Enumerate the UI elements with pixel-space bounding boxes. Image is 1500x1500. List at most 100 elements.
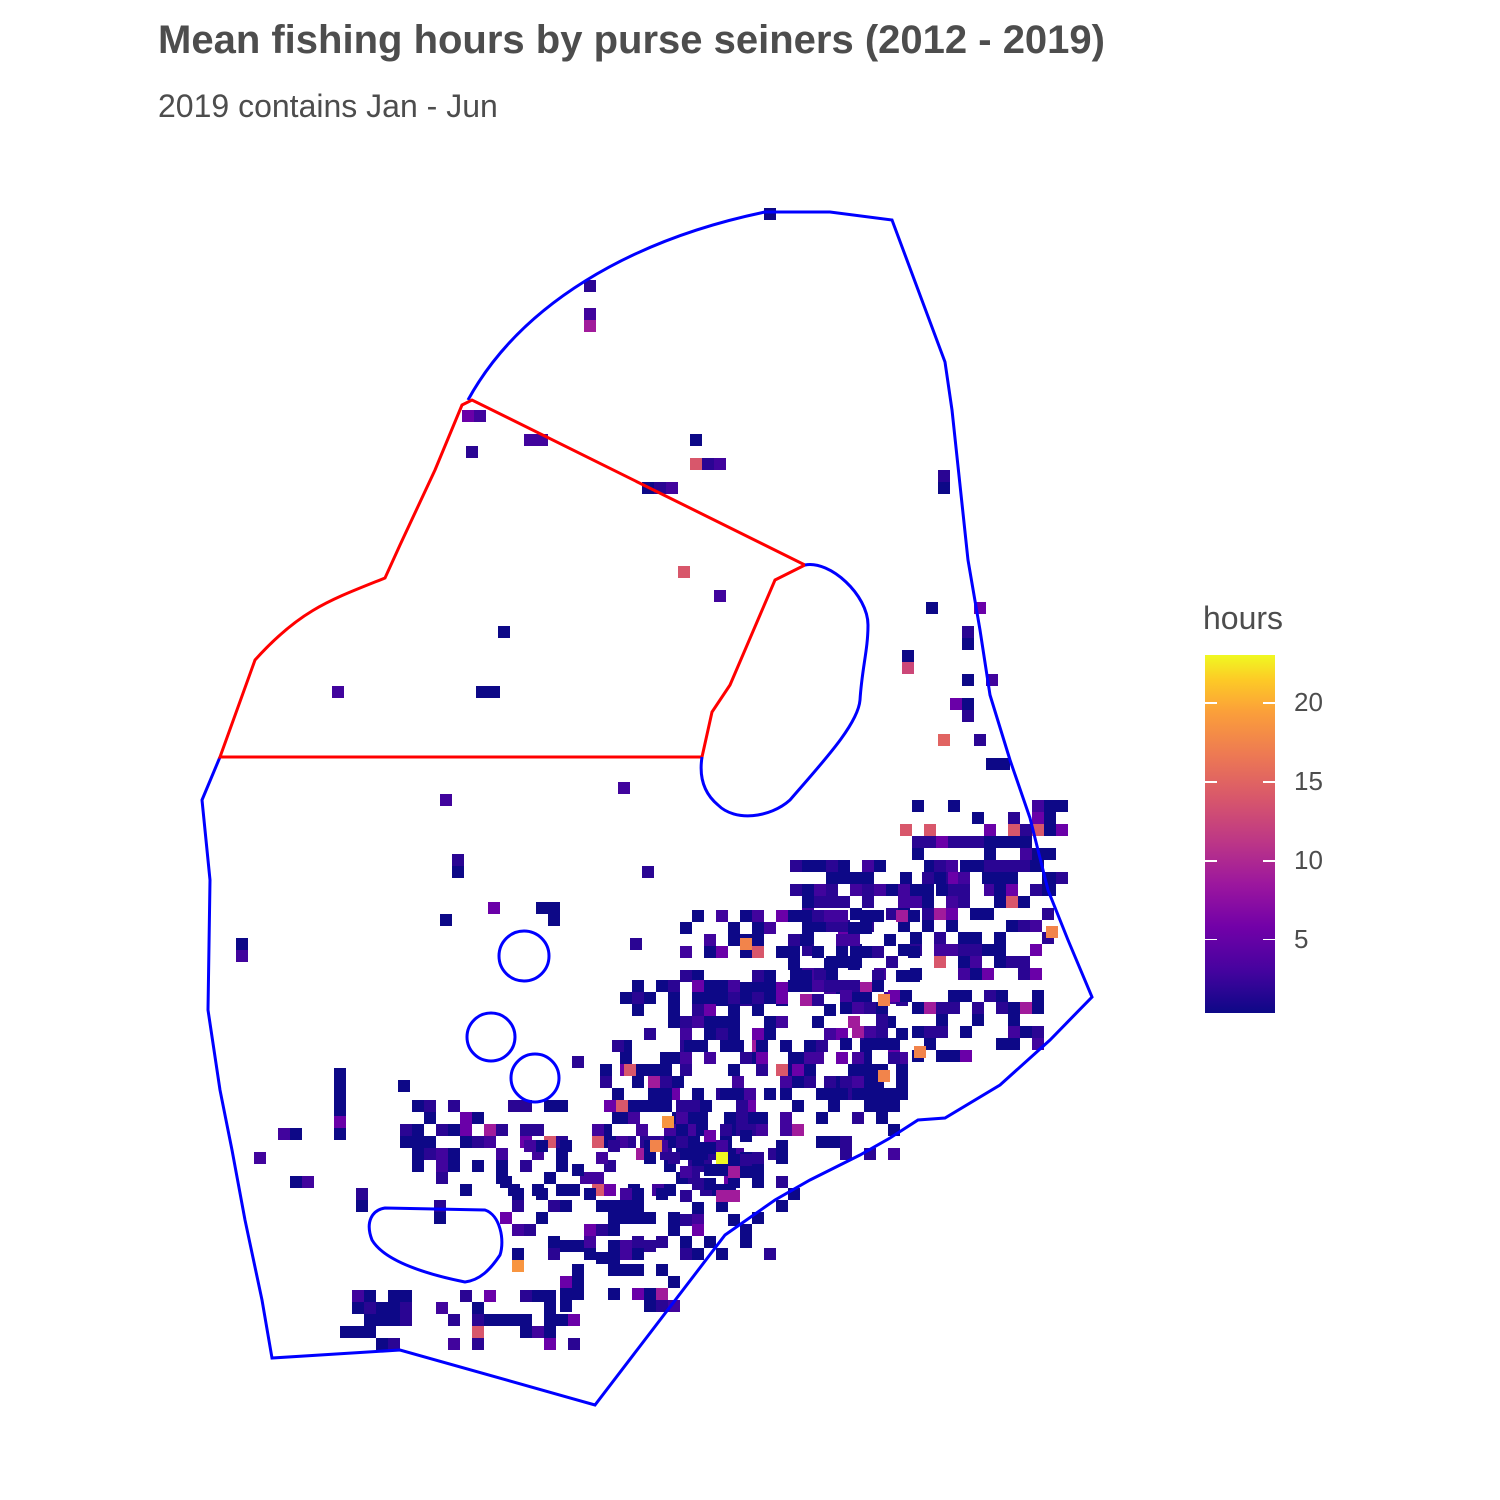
fishing-cell bbox=[254, 1152, 266, 1164]
fishing-cell bbox=[748, 1112, 760, 1124]
fishing-cell bbox=[752, 910, 764, 922]
fishing-cell bbox=[812, 946, 824, 958]
fishing-cell bbox=[838, 920, 850, 932]
fishing-cell bbox=[704, 1016, 716, 1028]
fishing-cell bbox=[948, 990, 960, 1002]
fishing-cell bbox=[716, 1200, 728, 1212]
fishing-cell bbox=[704, 1178, 716, 1190]
fishing-cell bbox=[496, 1124, 508, 1136]
fishing-cell bbox=[632, 1288, 644, 1300]
fishing-cell bbox=[1006, 956, 1018, 968]
fishing-cell bbox=[996, 990, 1008, 1002]
fishing-cell bbox=[720, 1088, 732, 1100]
fishing-cell bbox=[752, 1164, 764, 1176]
fishing-cell bbox=[662, 1116, 674, 1128]
fishing-cell bbox=[568, 1338, 580, 1350]
fishing-cell bbox=[788, 946, 800, 958]
fishing-cell bbox=[680, 1166, 692, 1178]
fishing-cell bbox=[802, 860, 814, 872]
legend-tick-mark bbox=[1205, 860, 1217, 862]
fishing-cell bbox=[850, 872, 862, 884]
fishing-cell bbox=[484, 1314, 496, 1326]
fishing-cell bbox=[986, 758, 998, 770]
fishing-cell bbox=[1020, 848, 1032, 860]
fishing-cell bbox=[926, 602, 938, 614]
fishing-cell bbox=[816, 1088, 828, 1100]
fishing-cell bbox=[972, 1002, 984, 1014]
fishing-cell bbox=[924, 860, 936, 872]
fishing-cell bbox=[958, 932, 970, 944]
fishing-cell bbox=[512, 1248, 524, 1260]
fishing-cell bbox=[684, 1040, 696, 1052]
fishing-cell bbox=[572, 1276, 584, 1288]
fishing-cell bbox=[424, 1100, 436, 1112]
fishing-cell bbox=[970, 908, 982, 920]
fishing-cell bbox=[800, 934, 812, 946]
fishing-cell bbox=[560, 1288, 572, 1300]
fishing-cell bbox=[780, 1076, 792, 1088]
fishing-cell bbox=[668, 1016, 680, 1028]
fishing-cell bbox=[984, 824, 996, 836]
fishing-cell bbox=[994, 884, 1006, 896]
fishing-cell bbox=[848, 980, 860, 992]
fishing-cell bbox=[922, 908, 934, 920]
fishing-cell bbox=[824, 1076, 836, 1088]
fishing-cell bbox=[970, 968, 982, 980]
fishing-cell bbox=[398, 1080, 410, 1092]
fishing-cell bbox=[600, 1076, 612, 1088]
fishing-cell bbox=[532, 1290, 544, 1302]
fishing-cell bbox=[692, 1154, 704, 1166]
fishing-cell bbox=[716, 1190, 728, 1202]
fishing-cell bbox=[448, 1148, 460, 1160]
fishing-cell bbox=[776, 1064, 788, 1076]
fishing-cell bbox=[632, 1188, 644, 1200]
fishing-cell bbox=[836, 946, 848, 958]
fishing-cell bbox=[584, 320, 596, 332]
fishing-cell bbox=[972, 836, 984, 848]
fishing-cell bbox=[852, 1088, 864, 1100]
legend-colorbar bbox=[1205, 655, 1275, 1013]
fishing-cell bbox=[876, 1038, 888, 1050]
fishing-cell bbox=[948, 800, 960, 812]
fishing-cell bbox=[692, 992, 704, 1004]
fishing-cell bbox=[934, 908, 946, 920]
fishing-cell bbox=[1044, 812, 1056, 824]
fishing-cell bbox=[852, 1026, 864, 1038]
fishing-cell bbox=[812, 980, 824, 992]
fishing-cell bbox=[388, 1314, 400, 1326]
fishing-cell bbox=[704, 992, 716, 1004]
fishing-cell bbox=[716, 1152, 728, 1164]
fishing-cell bbox=[584, 1224, 596, 1236]
fishing-cell bbox=[656, 1188, 668, 1200]
fishing-cell bbox=[848, 934, 860, 946]
fishing-cell bbox=[838, 896, 850, 908]
fishing-cell bbox=[440, 794, 452, 806]
fishing-cell bbox=[472, 1112, 484, 1124]
fishing-cell bbox=[714, 458, 726, 470]
fishing-cell bbox=[958, 968, 970, 980]
fishing-cell bbox=[448, 1100, 460, 1112]
fishing-cell bbox=[800, 980, 812, 992]
fishing-cell bbox=[690, 434, 702, 446]
fishing-cell bbox=[936, 1026, 948, 1038]
fishing-cell bbox=[556, 1160, 568, 1172]
fishing-cell bbox=[994, 944, 1006, 956]
fishing-cell bbox=[958, 896, 970, 908]
fishing-cell bbox=[412, 1160, 424, 1172]
fishing-cell bbox=[692, 1224, 704, 1236]
fishing-cell bbox=[632, 1076, 644, 1088]
fishing-cell bbox=[824, 910, 836, 922]
fishing-cell bbox=[388, 1338, 400, 1350]
fishing-cell bbox=[636, 1064, 648, 1076]
blue-ring-1 bbox=[497, 929, 551, 983]
fishing-cell bbox=[548, 914, 560, 926]
fishing-cell bbox=[644, 1288, 656, 1300]
fishing-cell bbox=[498, 626, 510, 638]
fishing-cell bbox=[704, 1052, 716, 1064]
fishing-cell bbox=[862, 872, 874, 884]
fishing-cell bbox=[740, 1236, 752, 1248]
fishing-cell bbox=[1030, 860, 1042, 872]
fishing-cell bbox=[814, 968, 826, 980]
fishing-cell bbox=[938, 482, 950, 494]
fishing-cell bbox=[958, 956, 970, 968]
